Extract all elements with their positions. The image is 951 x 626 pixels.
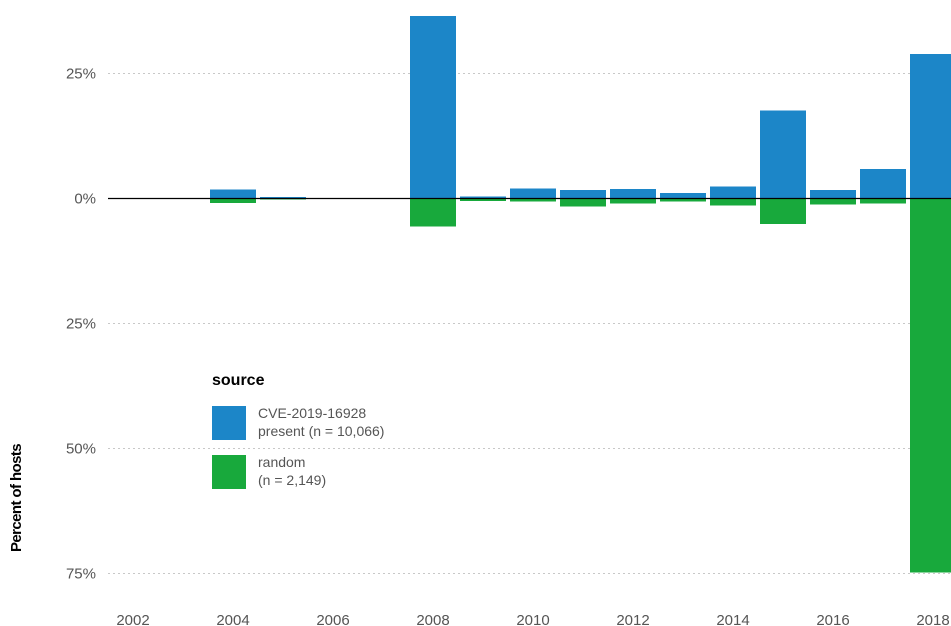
- x-tick-label: 2010: [516, 612, 549, 626]
- bar-cve-2013: [660, 193, 706, 199]
- x-tick-label: 2012: [616, 612, 649, 626]
- y-axis-label: Percent of hosts: [8, 444, 25, 552]
- bar-random-2018: [910, 198, 951, 573]
- y-tick-label: 25%: [66, 66, 96, 83]
- y-tick-label: 50%: [66, 441, 96, 458]
- x-tick-label: 2016: [816, 612, 849, 626]
- bar-cve-2014: [710, 186, 756, 199]
- x-tick-label: 2008: [416, 612, 449, 626]
- y-tick-label: 25%: [66, 316, 96, 333]
- bar-random-2016: [810, 198, 856, 205]
- bar-random-2012: [610, 198, 656, 204]
- legend-label-cve-line2: present (n = 10,066): [258, 423, 384, 439]
- labels-layer: 25% 0% 25% 50% 75% 2002 2004 2006 2008 2010 2012 20…: [66, 66, 950, 626]
- bar-cve-2018: [910, 54, 951, 199]
- bar-cve-2008: [410, 16, 456, 199]
- bar-cve-2011: [560, 190, 606, 199]
- bar-random-2017: [860, 198, 906, 204]
- bar-cve-2004: [210, 189, 256, 199]
- bar-cve-2016: [810, 190, 856, 199]
- legend-label-random-line1: random: [258, 454, 305, 470]
- bar-random-2010: [510, 198, 556, 202]
- bar-random-2015: [760, 198, 806, 224]
- legend-title: source: [212, 372, 265, 389]
- bar-cve-2012: [610, 189, 656, 199]
- grid-layer: [108, 73, 951, 574]
- x-tick-label: 2014: [716, 612, 749, 626]
- x-tick-label: 2002: [116, 612, 149, 626]
- bar-random-2004: [210, 198, 256, 203]
- legend-label-random-line2: (n = 2,149): [258, 472, 326, 488]
- bar-random-2014: [710, 198, 756, 206]
- bar-random-2008: [410, 198, 456, 227]
- bars-layer: [210, 16, 951, 573]
- bar-random-2011: [560, 198, 606, 207]
- bar-cve-2015: [760, 110, 806, 199]
- legend: source CVE-2019-16928 present (n = 10,06…: [212, 372, 384, 489]
- bar-cve-2009: [460, 196, 506, 199]
- y-tick-label: 0%: [74, 191, 96, 208]
- x-tick-label: 2004: [216, 612, 249, 626]
- bar-cve-2010: [510, 188, 556, 199]
- legend-swatch-cve: [212, 406, 246, 440]
- bar-cve-2017: [860, 169, 906, 199]
- legend-swatch-random: [212, 455, 246, 489]
- bar-random-2009: [460, 198, 506, 201]
- bar-random-2013: [660, 198, 706, 202]
- x-tick-label: 2018: [916, 612, 949, 626]
- legend-label-cve-line1: CVE-2019-16928: [258, 405, 366, 421]
- x-tick-label: 2006: [316, 612, 349, 626]
- y-tick-label: 75%: [66, 566, 96, 583]
- bar-cve-2005: [260, 197, 306, 199]
